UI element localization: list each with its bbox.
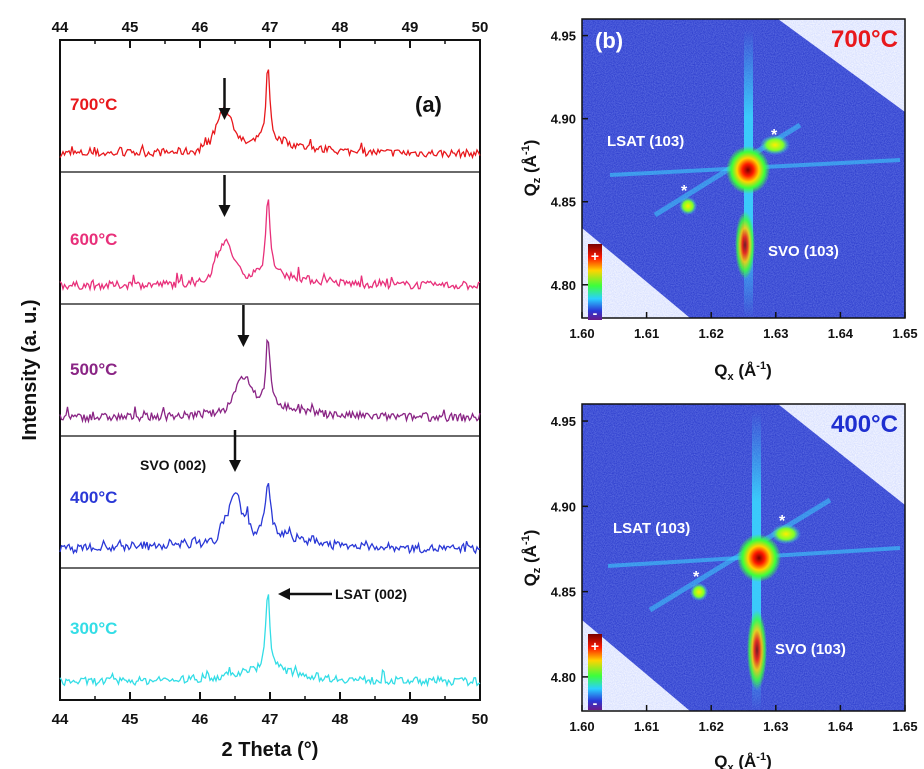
- xrd-trace-400°C: [59, 482, 481, 555]
- xrd-panel-tag: (a): [415, 92, 442, 117]
- rsm-y-tick-label: 4.80: [551, 278, 576, 293]
- xrd-top-tick-label: 47: [262, 19, 279, 36]
- rsm-400C-lsat-label: LSAT (103): [613, 520, 690, 537]
- lsat-002-annotation: LSAT (002): [335, 586, 407, 602]
- rsm-700C-star-spot-1: [760, 135, 790, 155]
- rsm-700C-ticks: 1.60 1.61 1.62 1.63 1.64 1.65 4.80 4.85 4.90 4.95: [551, 29, 918, 341]
- xrd-top-tick-label: 48: [332, 19, 349, 36]
- xrd-trace-500°C: [59, 338, 481, 424]
- rsm-700C-lsat-label: LSAT (103): [607, 133, 684, 150]
- rsm-x-tick-label: 1.61: [634, 326, 659, 341]
- xrd-temp-label-700°C: 700°C: [70, 95, 117, 114]
- rsm-700C-svo-label: SVO (103): [768, 243, 839, 260]
- xrd-top-tick-label: 44: [52, 19, 69, 36]
- rsm-400C-x-axis-label: Qx (Å-1): [714, 751, 771, 769]
- rsm-400C-frame: [581, 403, 906, 712]
- xrd-trace-600°C: [59, 199, 481, 292]
- rsm-map-400C: + - 400°C LSAT (103) SVO (103) * * 1.60 1…: [520, 403, 918, 769]
- rsm-y-tick-label: 4.80: [551, 670, 576, 685]
- xrd-x-axis-label: 2 Theta (°): [222, 739, 319, 761]
- rsm-700C-colorbar-plus: +: [591, 248, 599, 264]
- rsm-400C-star-spot-1: [771, 524, 801, 544]
- xrd-bottom-tick-label: 46: [192, 711, 209, 728]
- rsm-400C-svo-label: SVO (103): [775, 641, 846, 658]
- rsm-x-tick-label: 1.62: [699, 719, 724, 734]
- xrd-trace-700°C: [59, 69, 481, 160]
- rsm-400C-lsat-peak: [737, 534, 781, 582]
- rsm-map-700C: + - (b) 700°C LSAT (103) SVO (103) * * 1…: [520, 18, 918, 383]
- xrd-ticks: 44 44 45 45 46 46 47 47 48 48 49 49 50 50: [52, 19, 489, 728]
- rsm-x-tick-label: 1.60: [569, 326, 594, 341]
- rsm-700C-frame: [581, 18, 906, 319]
- rsm-x-tick-label: 1.65: [892, 326, 917, 341]
- xrd-traces: [59, 69, 481, 688]
- xrd-temperature-labels: 700°C 600°C 500°C 400°C 300°C: [70, 95, 117, 638]
- rsm-y-tick-label: 4.95: [551, 414, 576, 429]
- xrd-arrows: [218, 78, 250, 472]
- xrd-temp-label-600°C: 600°C: [70, 230, 117, 249]
- rsm-x-tick-label: 1.64: [828, 719, 854, 734]
- film-peak-arrowhead: [237, 335, 250, 347]
- rsm-700C-colorbar: [588, 244, 602, 320]
- xrd-top-tick-label: 46: [192, 19, 209, 36]
- rsm-400C-colorbar-minus: -: [593, 695, 598, 711]
- xrd-bottom-tick-label: 45: [122, 711, 139, 728]
- rsm-700C-lsat-peak: [726, 146, 770, 194]
- rsm-x-tick-label: 1.63: [763, 719, 788, 734]
- xrd-panel: 44 44 45 45 46 46 47 47 48 48 49 49 50 50 700°C 600°C 5…: [19, 19, 488, 761]
- rsm-700C-x-axis-label: Qx (Å-1): [714, 360, 771, 383]
- xrd-bottom-tick-label: 47: [262, 711, 279, 728]
- rsm-400C-y-axis-label: Qz (Å-1): [520, 530, 543, 587]
- rsm-700C-y-axis-label: Qz (Å-1): [520, 140, 543, 197]
- rsm-400C-star-2: *: [693, 569, 700, 586]
- rsm-y-tick-label: 4.95: [551, 29, 576, 44]
- rsm-400C-star-spot-2: [690, 583, 708, 601]
- rsm-y-tick-label: 4.85: [551, 585, 576, 600]
- rsm-400C-svo-peak: [747, 610, 767, 690]
- lsat-002-arrowhead: [278, 588, 290, 600]
- rsm-x-tick-label: 1.64: [828, 326, 854, 341]
- xrd-panel-separators: [60, 171, 480, 569]
- xrd-temp-label-300°C: 300°C: [70, 619, 117, 638]
- rsm-700C-svo-peak: [735, 211, 755, 279]
- rsm-400C-ticks: 1.60 1.61 1.62 1.63 1.64 1.65 4.80 4.85 4.90 4.95: [551, 414, 918, 734]
- rsm-y-tick-label: 4.90: [551, 112, 576, 127]
- rsm-x-tick-label: 1.63: [763, 326, 788, 341]
- film-peak-arrowhead: [218, 205, 231, 217]
- xrd-bottom-tick-label: 48: [332, 711, 349, 728]
- rsm-400C-star-1: *: [779, 513, 786, 530]
- xrd-y-axis-label: Intensity (a. u.): [19, 299, 41, 440]
- xrd-trace-300°C: [59, 594, 481, 688]
- film-peak-arrowhead: [218, 108, 231, 120]
- xrd-top-tick-label: 49: [402, 19, 419, 36]
- rsm-400C-colorbar: [588, 634, 602, 710]
- xrd-temp-label-500°C: 500°C: [70, 360, 117, 379]
- rsm-x-tick-label: 1.61: [634, 719, 659, 734]
- svo-002-annotation: SVO (002): [140, 457, 206, 473]
- rsm-x-tick-label: 1.60: [569, 719, 594, 734]
- xrd-temp-label-400°C: 400°C: [70, 488, 117, 507]
- xrd-bottom-tick-label: 50: [472, 711, 489, 728]
- rsm-y-tick-label: 4.90: [551, 499, 576, 514]
- rsm-700C-star-1: *: [771, 127, 778, 144]
- rsm-700C-star-spot-2: [679, 197, 697, 215]
- xrd-bottom-tick-label: 44: [52, 711, 69, 728]
- rsm-400C-colorbar-plus: +: [591, 638, 599, 654]
- film-peak-arrowhead: [229, 460, 241, 472]
- rsm-700C-colorbar-minus: -: [593, 305, 598, 321]
- rsm-x-tick-label: 1.62: [699, 326, 724, 341]
- xrd-bottom-tick-label: 49: [402, 711, 419, 728]
- rsm-y-tick-label: 4.85: [551, 195, 576, 210]
- xrd-top-tick-label: 50: [472, 19, 489, 36]
- rsm-400C-title: 400°C: [831, 411, 898, 438]
- rsm-panel-tag: (b): [595, 28, 623, 53]
- rsm-700C-title: 700°C: [831, 26, 898, 53]
- rsm-700C-star-2: *: [681, 183, 688, 200]
- xrd-top-tick-label: 45: [122, 19, 139, 36]
- rsm-x-tick-label: 1.65: [892, 719, 917, 734]
